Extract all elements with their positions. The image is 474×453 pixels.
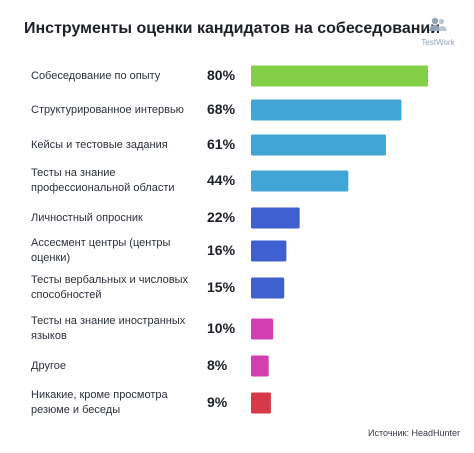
people-icon [429,17,447,31]
category-label: Ассесмент центры (центры оценки) [31,237,171,264]
value-label: 44% [207,172,236,188]
bar [251,240,287,262]
bar [251,207,300,229]
value-label: 68% [207,101,236,117]
value-label: 16% [207,242,236,258]
value-label: 10% [207,320,236,336]
chart-title: Инструменты оценки кандидатов на собесед… [24,20,441,37]
category-label: Никакие, кроме просмотра резюме и беседы [31,389,168,416]
category-label: Собеседование по опыту [31,69,161,82]
source-note: Источник: HeadHunter [368,428,460,438]
value-label: 61% [207,136,236,152]
bar [251,318,274,340]
value-label: 22% [207,209,236,225]
bar [251,65,428,87]
value-label: 8% [207,357,228,373]
bar [251,355,269,377]
testwork-logo: TestWork [418,16,458,47]
category-label: Тесты вербальных и числовых способностей [31,274,189,301]
value-label: 9% [207,394,228,410]
logo-text: TestWork [421,38,455,47]
bar [251,392,271,414]
category-label: Кейсы и тестовые задания [31,138,168,151]
value-label: 80% [207,67,236,83]
value-label: 15% [207,279,236,295]
category-label: Тесты на знание иностранных языков [31,315,186,342]
category-label: Структурированное интервью [31,103,184,116]
category-label: Личностный опросник [31,211,143,224]
bar [251,134,386,156]
bar [251,170,349,192]
category-label: Другое [31,359,66,372]
category-label: Тесты на знание профессиональной области [31,167,175,194]
bar [251,277,285,299]
bar [251,99,402,121]
